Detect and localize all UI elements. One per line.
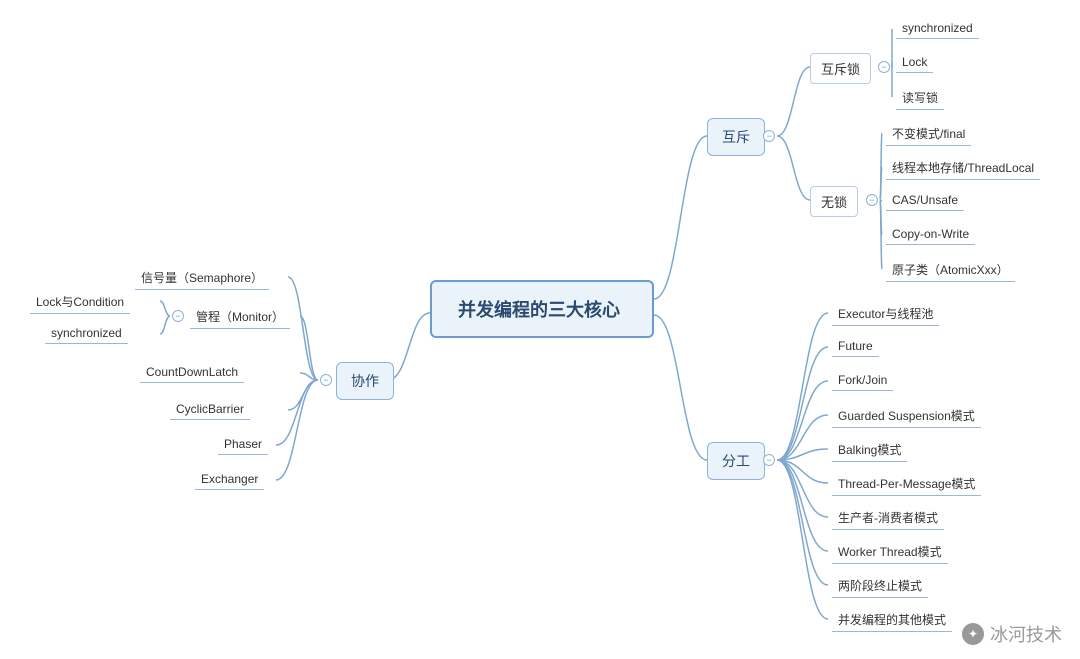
leaf: 并发编程的其他模式 bbox=[832, 608, 952, 632]
sub-lockfree: 无锁 bbox=[810, 186, 858, 217]
leaf: 读写锁 bbox=[896, 86, 944, 110]
leaf: Balking模式 bbox=[832, 438, 907, 462]
leaf: Worker Thread模式 bbox=[832, 540, 948, 564]
branch-cooperation: 协作 bbox=[336, 362, 394, 400]
collapse-icon[interactable]: − bbox=[320, 374, 332, 386]
leaf: CAS/Unsafe bbox=[886, 190, 964, 211]
watermark-text: 冰河技术 bbox=[990, 621, 1062, 647]
root-node: 并发编程的三大核心 bbox=[430, 280, 654, 338]
leaf: Thread-Per-Message模式 bbox=[832, 472, 981, 496]
branch-mutex: 互斥 bbox=[707, 118, 765, 156]
collapse-icon[interactable]: − bbox=[866, 194, 878, 206]
sub-mutex_lock: 互斥锁 bbox=[810, 53, 871, 84]
leaf: Fork/Join bbox=[832, 370, 893, 391]
leaf: 管程（Monitor） bbox=[190, 305, 290, 329]
collapse-icon[interactable]: − bbox=[763, 130, 775, 142]
leaf: CyclicBarrier bbox=[170, 399, 250, 420]
leaf: synchronized bbox=[896, 18, 979, 39]
leaf: Future bbox=[832, 336, 879, 357]
collapse-icon[interactable]: − bbox=[878, 61, 890, 73]
leaf: 线程本地存储/ThreadLocal bbox=[886, 156, 1040, 180]
leaf: Copy-on-Write bbox=[886, 224, 975, 245]
leaf: Lock bbox=[896, 52, 933, 73]
watermark: ✦ 冰河技术 bbox=[962, 621, 1062, 647]
leaf: 生产者-消费者模式 bbox=[832, 506, 944, 530]
leaf: Guarded Suspension模式 bbox=[832, 404, 981, 428]
leaf: Lock与Condition bbox=[30, 290, 130, 314]
leaf: Executor与线程池 bbox=[832, 302, 939, 326]
leaf: 原子类（AtomicXxx） bbox=[886, 258, 1015, 282]
leaf: Exchanger bbox=[195, 469, 264, 490]
leaf: 不变模式/final bbox=[886, 122, 971, 146]
wechat-icon: ✦ bbox=[962, 623, 984, 645]
leaf: CountDownLatch bbox=[140, 362, 244, 383]
collapse-icon[interactable]: − bbox=[763, 454, 775, 466]
leaf: synchronized bbox=[45, 323, 128, 344]
branch-division: 分工 bbox=[707, 442, 765, 480]
collapse-icon[interactable]: − bbox=[172, 310, 184, 322]
leaf: Phaser bbox=[218, 434, 268, 455]
leaf: 两阶段终止模式 bbox=[832, 574, 928, 598]
leaf: 信号量（Semaphore） bbox=[135, 266, 269, 290]
